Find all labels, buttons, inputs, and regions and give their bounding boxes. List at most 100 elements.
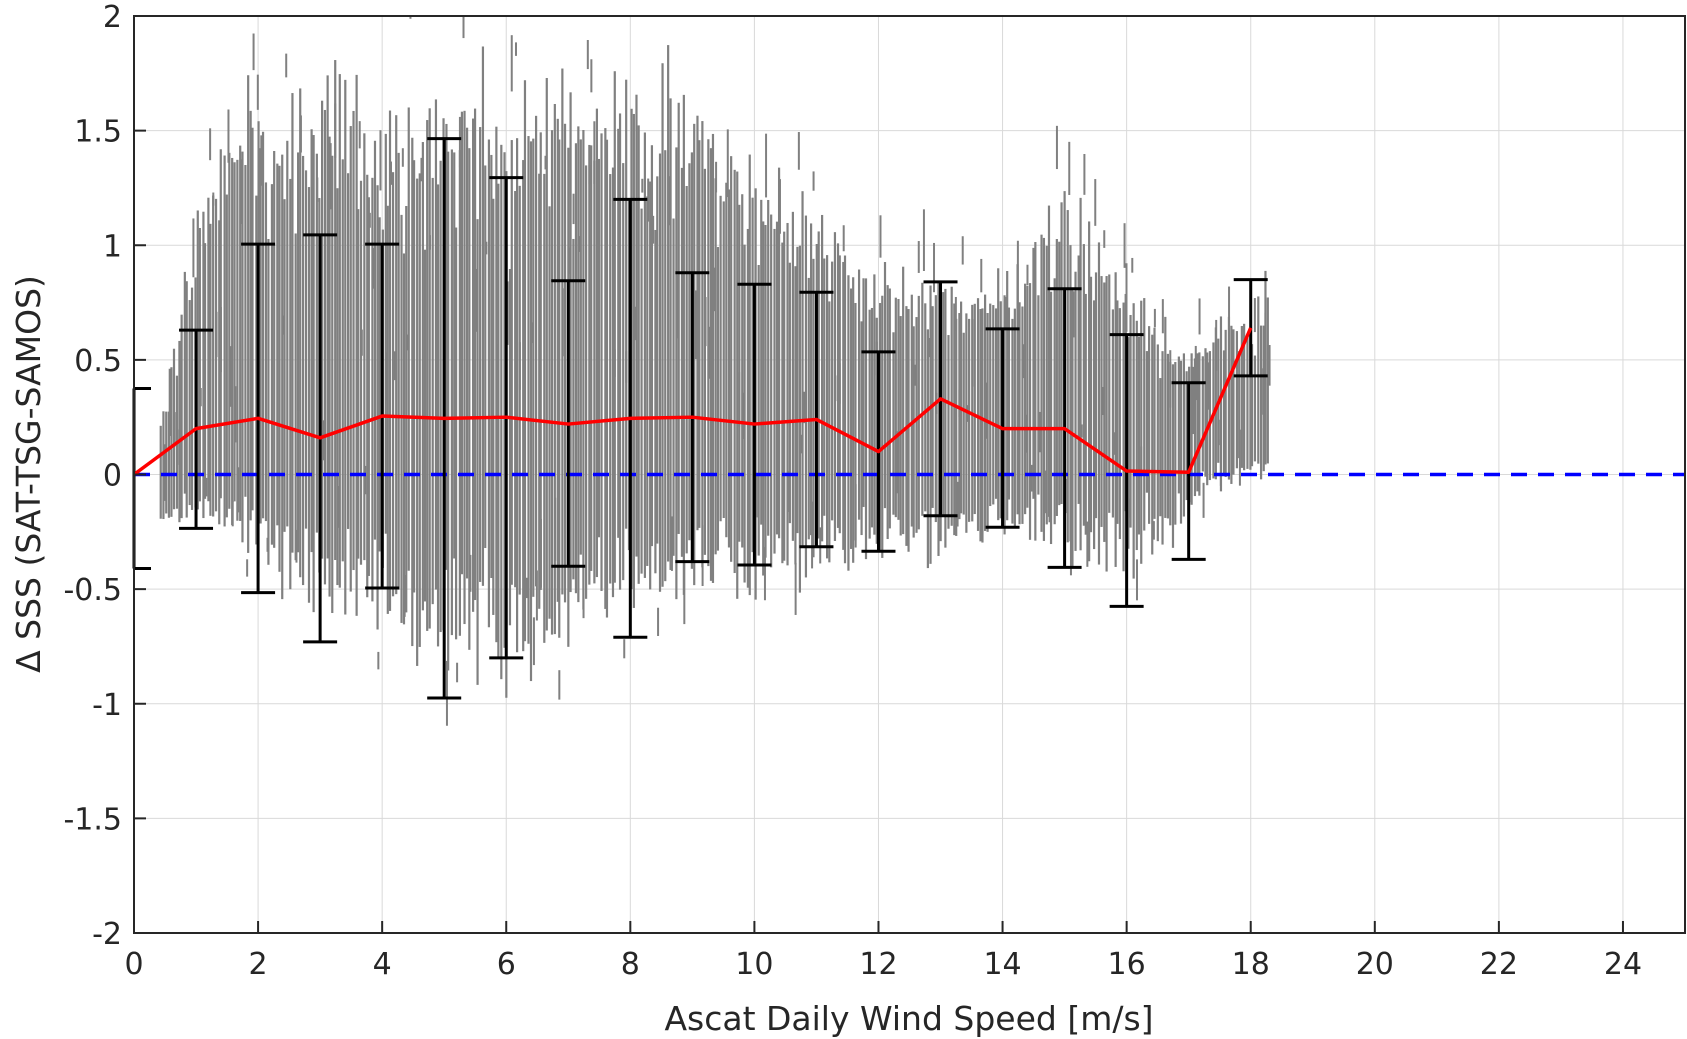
scatter-point [743, 244, 746, 583]
scatter-point [864, 278, 868, 560]
scatter-point [719, 195, 722, 522]
x-tick-label: 24 [1604, 947, 1642, 982]
scatter-point [1094, 272, 1098, 519]
scatter-point [460, 111, 464, 575]
scatter-point [709, 148, 713, 581]
scatter-point [622, 163, 625, 581]
scatter-point [291, 93, 294, 553]
scatter-point [979, 309, 982, 542]
scatter-point [310, 129, 313, 553]
scatter-point [989, 303, 992, 507]
scatter-point [1266, 297, 1269, 464]
scatter-point [1066, 210, 1069, 543]
y-axis-label: Δ SSS (SAT-TSG-SAMOS) [9, 275, 48, 673]
scatter-point [162, 411, 165, 520]
scatter-point [1194, 345, 1197, 401]
scatter-point [834, 375, 837, 402]
scatter-point [400, 214, 403, 623]
x-tick-label: 8 [621, 947, 640, 982]
scatter-point [289, 178, 292, 590]
x-tick-label: 10 [735, 947, 773, 982]
scatter-point [1127, 337, 1130, 549]
scatter-point [597, 158, 601, 538]
scatter-point [1232, 329, 1235, 475]
scatter-point [725, 182, 728, 538]
scatter-point [233, 162, 236, 502]
scatter-point [379, 130, 382, 191]
x-tick-label: 4 [373, 947, 392, 982]
scatter-point [658, 153, 662, 592]
scatter-point [1228, 286, 1231, 330]
scatter-point [454, 227, 458, 640]
scatter-point [205, 477, 208, 497]
scatter-point [458, 150, 461, 636]
scatter-point [352, 110, 355, 571]
scatter-point [618, 113, 622, 590]
scatter-point [711, 133, 715, 583]
scatter-point [1069, 528, 1072, 576]
scatter-point [409, 16, 412, 19]
scatter-point [538, 173, 541, 609]
scatter-point [326, 75, 329, 559]
scatter-point [967, 318, 971, 522]
scatter-point [1249, 331, 1252, 470]
scatter-point [955, 318, 958, 536]
scatter-point [994, 308, 998, 499]
scatter-point [748, 154, 751, 596]
scatter-point [397, 152, 400, 590]
scatter-point [854, 484, 857, 548]
scatter-point [1021, 306, 1024, 524]
scatter-point [632, 113, 635, 608]
scatter-point [764, 225, 767, 558]
scatter-point [294, 233, 297, 561]
scatter-point [1084, 293, 1087, 535]
scatter-point [1214, 327, 1217, 480]
scatter-point [431, 177, 434, 605]
scatter-point [965, 313, 968, 533]
scatter-point [980, 258, 983, 293]
scatter-point [1118, 308, 1121, 540]
scatter-point [672, 218, 675, 556]
scatter-point [1037, 295, 1040, 495]
scatter-point [1243, 323, 1246, 471]
scatter-point [495, 126, 498, 643]
scatter-point [176, 429, 179, 465]
scatter-point [1074, 271, 1077, 551]
scatter-point [831, 261, 834, 521]
scatter-point [958, 389, 961, 418]
scatter-point [1249, 412, 1252, 458]
scatter-point [775, 221, 779, 535]
scatter-point [355, 74, 358, 616]
scatter-point [358, 121, 361, 149]
scatter-point [836, 243, 840, 528]
scatter-point [1047, 205, 1051, 517]
scatter-point [641, 178, 644, 193]
scatter-point [395, 115, 398, 595]
y-tick-label: -1.5 [63, 802, 122, 837]
scatter-point [637, 125, 640, 584]
scatter-point [1111, 309, 1115, 518]
scatter-point [1034, 242, 1037, 541]
scatter-point [812, 171, 815, 191]
scatter-point [902, 266, 905, 535]
scatter-point [550, 130, 554, 635]
scatter-point [1169, 350, 1172, 408]
scatter-point [664, 150, 667, 582]
scatter-point [1156, 344, 1159, 542]
scatter-point [420, 157, 423, 182]
scatter-point [428, 108, 431, 629]
scatter-point [929, 285, 932, 564]
scatter-point [497, 183, 500, 658]
scatter-point [372, 248, 375, 289]
scatter-point [857, 269, 861, 520]
scatter-point [1048, 469, 1051, 523]
scatter-point [239, 145, 242, 521]
scatter-point [907, 309, 910, 552]
scatter-point [344, 79, 347, 615]
scatter-point [1250, 344, 1254, 467]
scatter-point [921, 282, 924, 516]
scatter-point [462, 16, 465, 39]
scatter-point [722, 201, 725, 519]
scatter-point [229, 346, 232, 407]
